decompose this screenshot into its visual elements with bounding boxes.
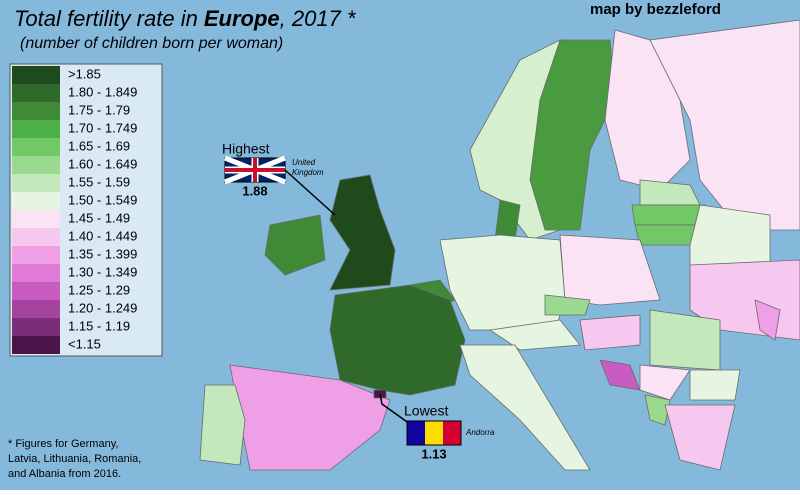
legend-swatch [12,246,60,264]
footnote: * Figures for Germany, Latvia, Lithuania… [8,438,141,480]
legend-swatch [12,174,60,192]
moldova [754,299,781,341]
legend-label: 1.20 - 1.249 [68,300,137,315]
legend-label: 1.55 - 1.59 [68,174,130,189]
legend-label: 1.15 - 1.19 [68,318,130,333]
pointer [379,393,411,425]
andorra-flag [443,421,461,445]
legend-label: 1.50 - 1.549 [68,192,137,207]
legend-label: <1.15 [68,336,101,351]
subtitle: (number of children born per woman) [20,35,283,52]
legend-swatch [12,228,60,246]
title: Total fertility rate in Europe, 2017 * [14,6,357,31]
legend-label: >1.85 [68,66,101,81]
france [329,284,466,396]
legend-swatch [12,300,60,318]
legend-swatch [12,336,60,354]
lowest-value: 1.13 [421,446,446,461]
portugal [199,384,246,466]
legend-label: 1.35 - 1.399 [68,246,137,261]
uk-flag-cross [225,158,285,182]
austria [488,319,581,351]
hungary [579,314,641,351]
italy [459,344,591,471]
pointer [284,169,336,216]
legend-swatch [12,282,60,300]
footnote-line: * Figures for Germany, [8,438,118,450]
legend-label: 1.25 - 1.29 [68,282,130,297]
legend-swatch [12,102,60,120]
highest-country: Kingdom [292,168,324,177]
belarus [689,204,771,266]
legend-swatch [12,318,60,336]
legend-label: 1.40 - 1.449 [68,228,137,243]
legend-swatch [12,264,60,282]
latvia [631,204,706,226]
legend-swatch [12,192,60,210]
highest-callout: Highest United Kingdom 1.88 [222,141,336,216]
legend: >1.85 1.80 - 1.849 1.75 - 1.79 1.70 - 1.749… [9,63,163,357]
legend-label: 1.80 - 1.849 [68,84,137,99]
bulgaria [689,369,741,401]
legend-swatch [12,156,60,174]
poland [559,234,661,306]
greece [664,404,736,471]
credit: map by bezzleford [590,1,721,18]
legend-label: 1.30 - 1.349 [68,264,137,279]
united-kingdom [329,174,396,291]
legend-swatch [12,120,60,138]
legend-swatch [12,66,60,84]
lithuania [634,224,701,246]
legend-swatch [12,138,60,156]
ireland [264,214,326,276]
romania [649,309,721,371]
legend-label: 1.45 - 1.49 [68,210,130,225]
highest-value: 1.88 [242,183,267,198]
albania [644,394,671,426]
legend-label: 1.70 - 1.749 [68,120,137,135]
highest-heading: Highest [222,141,270,157]
countries [199,19,800,471]
legend-label: 1.65 - 1.69 [68,138,130,153]
lowest-heading: Lowest [404,403,448,419]
czechia [544,294,591,316]
andorra-flag [407,421,425,445]
footnote-line: Latvia, Lithuania, Romania, [8,453,141,465]
footnote-line: and Albania from 2016. [8,468,121,480]
andorra-flag [425,421,443,445]
legend-label: 1.60 - 1.649 [68,156,137,171]
andorra-flag [406,420,462,446]
highest-country: United [292,158,316,167]
lowest-country: Andorra [465,428,495,437]
lowest-callout: Lowest Andorra 1.13 [379,393,495,461]
legend-swatch [12,84,60,102]
legend-swatch [12,210,60,228]
legend-label: 1.75 - 1.79 [68,102,130,117]
